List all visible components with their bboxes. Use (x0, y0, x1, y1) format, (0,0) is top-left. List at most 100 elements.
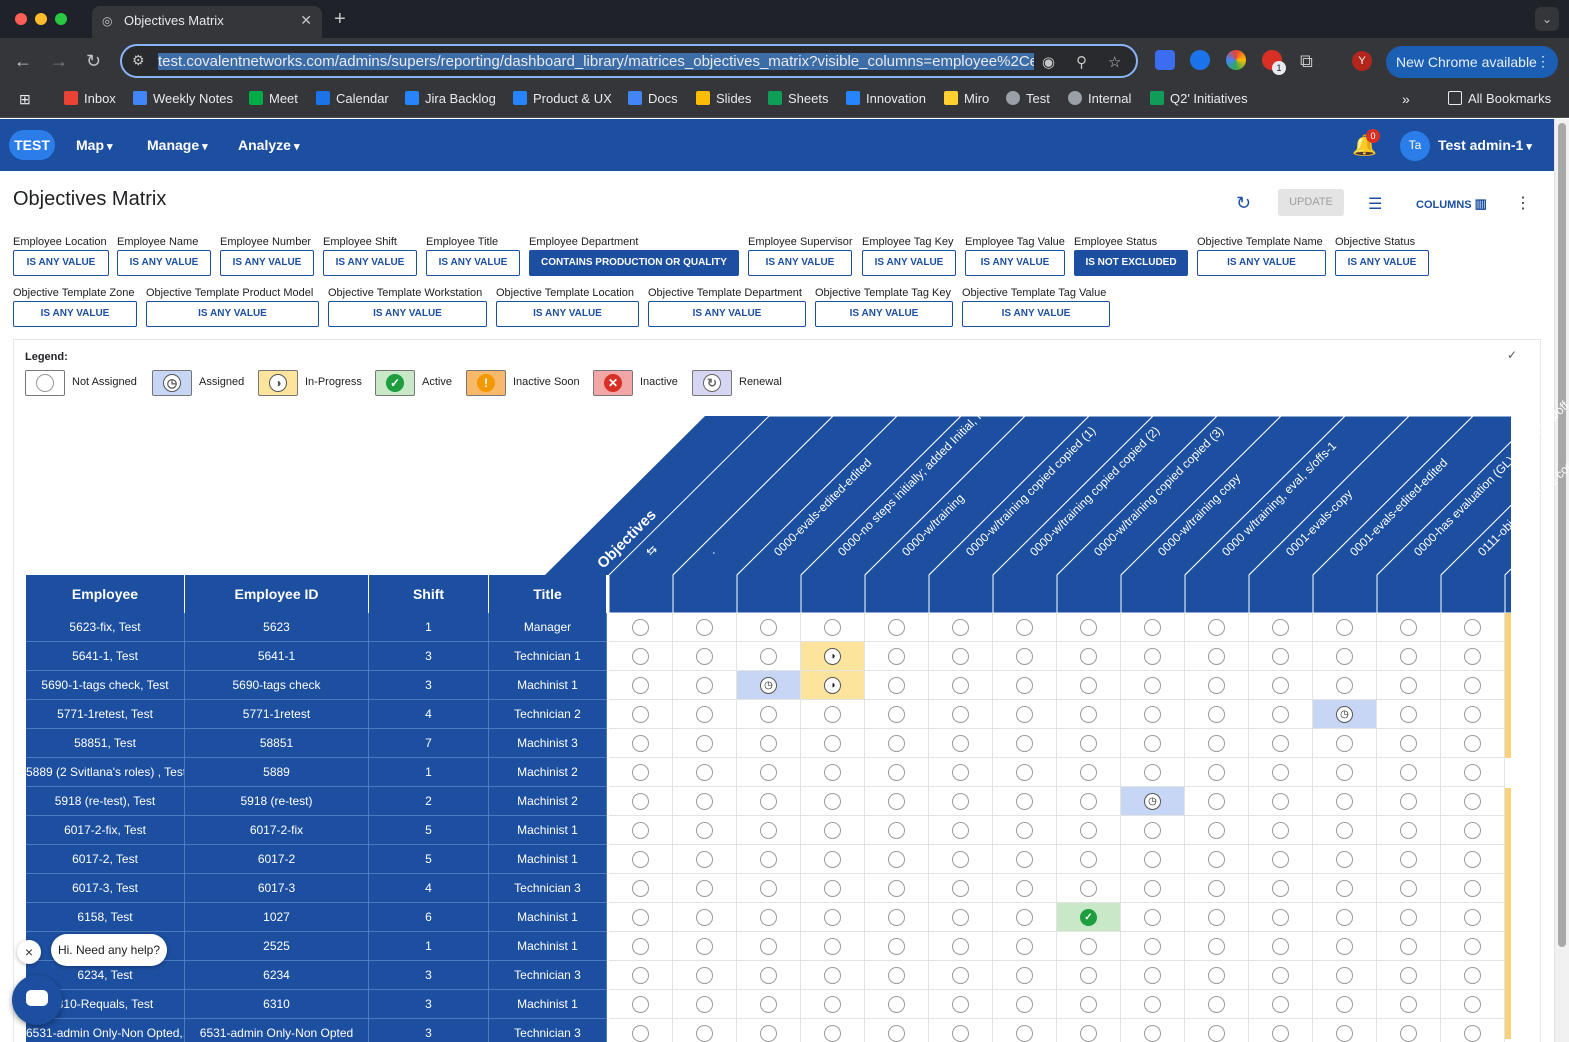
new-chrome-available-button[interactable]: New Chrome available ⋮ (1386, 46, 1558, 78)
matrix-cell[interactable] (737, 932, 801, 961)
matrix-cell[interactable] (929, 787, 993, 816)
matrix-cell[interactable]: ◷ (737, 671, 801, 700)
matrix-cell[interactable] (993, 700, 1057, 729)
matrix-cell[interactable] (801, 816, 865, 845)
matrix-cell[interactable] (929, 642, 993, 671)
matrix-cell[interactable] (1121, 961, 1185, 990)
matrix-cell[interactable] (673, 932, 737, 961)
matrix-cell[interactable] (1377, 613, 1441, 642)
matrix-cell[interactable] (1377, 1019, 1441, 1042)
matrix-cell[interactable] (609, 671, 673, 700)
matrix-cell[interactable] (865, 613, 929, 642)
matrix-cell[interactable] (1185, 729, 1249, 758)
matrix-cell[interactable] (673, 845, 737, 874)
matrix-cell[interactable] (929, 816, 993, 845)
address-bar[interactable]: ⚙ test.covalentnetworks.com/admins/super… (120, 44, 1138, 78)
matrix-cell[interactable] (609, 874, 673, 903)
matrix-cell[interactable] (1377, 903, 1441, 932)
columns-button[interactable]: COLUMNS ▥ (1416, 196, 1487, 212)
matrix-cell[interactable] (1121, 700, 1185, 729)
matrix-cell[interactable] (993, 932, 1057, 961)
matrix-cell[interactable] (1057, 932, 1121, 961)
help-chat-button[interactable] (12, 975, 62, 1025)
new-tab-button[interactable]: + (334, 8, 346, 30)
matrix-cell[interactable] (1313, 642, 1377, 671)
matrix-cell[interactable]: ✓ (1057, 903, 1121, 932)
matrix-cell[interactable] (1441, 932, 1505, 961)
matrix-cell[interactable] (1313, 729, 1377, 758)
matrix-cell[interactable] (1185, 874, 1249, 903)
nav-menu-map[interactable]: Map (76, 137, 113, 153)
matrix-cell[interactable] (865, 671, 929, 700)
maximize-window-button[interactable] (55, 13, 67, 25)
matrix-cell[interactable] (609, 613, 673, 642)
matrix-cell[interactable] (1313, 613, 1377, 642)
page-scrollbar[interactable] (1554, 119, 1569, 1042)
matrix-cell[interactable] (801, 758, 865, 787)
matrix-cell[interactable] (1377, 787, 1441, 816)
matrix-cell[interactable] (737, 990, 801, 1019)
matrix-cell[interactable] (1185, 961, 1249, 990)
matrix-cell[interactable] (1377, 642, 1441, 671)
matrix-cell[interactable] (673, 729, 737, 758)
matrix-cell[interactable] (1185, 613, 1249, 642)
filter-value-button[interactable]: IS ANY VALUE (496, 301, 639, 327)
matrix-cell[interactable] (1377, 729, 1441, 758)
matrix-cell[interactable] (609, 758, 673, 787)
matrix-cell[interactable] (1121, 642, 1185, 671)
matrix-cell[interactable] (1441, 700, 1505, 729)
filter-value-button[interactable]: IS ANY VALUE (323, 250, 417, 276)
matrix-cell[interactable] (1185, 845, 1249, 874)
matrix-cell[interactable] (929, 1019, 993, 1042)
forward-arrow-icon[interactable]: → (50, 51, 68, 71)
matrix-cell[interactable] (801, 990, 865, 1019)
extensions-puzzle-icon[interactable]: ⧉ (1300, 51, 1313, 71)
matrix-cell[interactable] (1441, 729, 1505, 758)
matrix-cell[interactable] (673, 613, 737, 642)
matrix-cell[interactable] (929, 874, 993, 903)
back-arrow-icon[interactable]: ← (14, 51, 32, 71)
matrix-cell[interactable] (737, 729, 801, 758)
matrix-cell[interactable] (801, 845, 865, 874)
matrix-cell[interactable] (673, 642, 737, 671)
filter-value-button[interactable]: IS ANY VALUE (220, 250, 314, 276)
bookmark-internal[interactable]: Internal (1068, 91, 1131, 106)
bookmark-jira-backlog[interactable]: Jira Backlog (405, 91, 496, 106)
extension-chat-icon[interactable] (1190, 50, 1210, 70)
matrix-cell[interactable] (865, 961, 929, 990)
filter-value-button[interactable]: IS NOT EXCLUDED (1074, 250, 1188, 276)
matrix-cell[interactable] (673, 671, 737, 700)
matrix-cell[interactable] (1121, 671, 1185, 700)
column-header[interactable]: Title (489, 575, 607, 613)
matrix-cell[interactable] (1249, 1019, 1313, 1042)
bookmark-meet[interactable]: Meet (249, 91, 298, 106)
matrix-cell[interactable] (929, 671, 993, 700)
zoom-icon[interactable]: ⚲ (1076, 54, 1087, 71)
matrix-cell[interactable] (737, 845, 801, 874)
apps-grid-icon[interactable]: ⊞ (19, 91, 31, 107)
matrix-cell[interactable] (1121, 613, 1185, 642)
bookmark-miro[interactable]: Miro (944, 91, 989, 106)
bookmark-innovation[interactable]: Innovation (846, 91, 926, 106)
filter-value-button[interactable]: IS ANY VALUE (13, 301, 137, 327)
matrix-cell[interactable] (1377, 845, 1441, 874)
filter-icon[interactable]: ☰ (1368, 196, 1383, 213)
matrix-cell[interactable] (1441, 613, 1505, 642)
matrix-cell[interactable] (737, 787, 801, 816)
matrix-cell[interactable] (1121, 816, 1185, 845)
matrix-cell[interactable] (1377, 990, 1441, 1019)
all-bookmarks-folder[interactable]: All Bookmarks (1448, 91, 1551, 106)
filter-value-button[interactable]: IS ANY VALUE (862, 250, 956, 276)
matrix-cell[interactable] (1377, 671, 1441, 700)
filter-value-button[interactable]: IS ANY VALUE (426, 250, 520, 276)
matrix-cell[interactable] (1377, 758, 1441, 787)
matrix-cell[interactable] (1057, 787, 1121, 816)
matrix-cell[interactable] (1249, 932, 1313, 961)
matrix-cell[interactable] (609, 642, 673, 671)
matrix-cell[interactable] (1441, 787, 1505, 816)
matrix-cell[interactable] (1185, 816, 1249, 845)
matrix-cell[interactable] (609, 787, 673, 816)
matrix-cell[interactable] (673, 961, 737, 990)
more-options-icon[interactable]: ⋮ (1515, 195, 1531, 212)
filter-value-button[interactable]: IS ANY VALUE (815, 301, 953, 327)
